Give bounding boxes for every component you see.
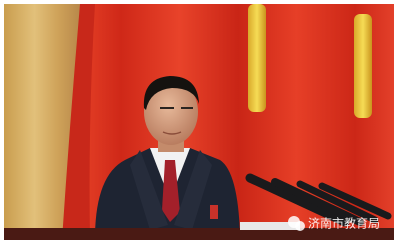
watermark-text: 济南市教育局	[308, 216, 380, 231]
photo: 济南市教育局	[0, 0, 398, 243]
page: {"watermark": {"text": "济南市教育局"}}	[0, 0, 398, 243]
